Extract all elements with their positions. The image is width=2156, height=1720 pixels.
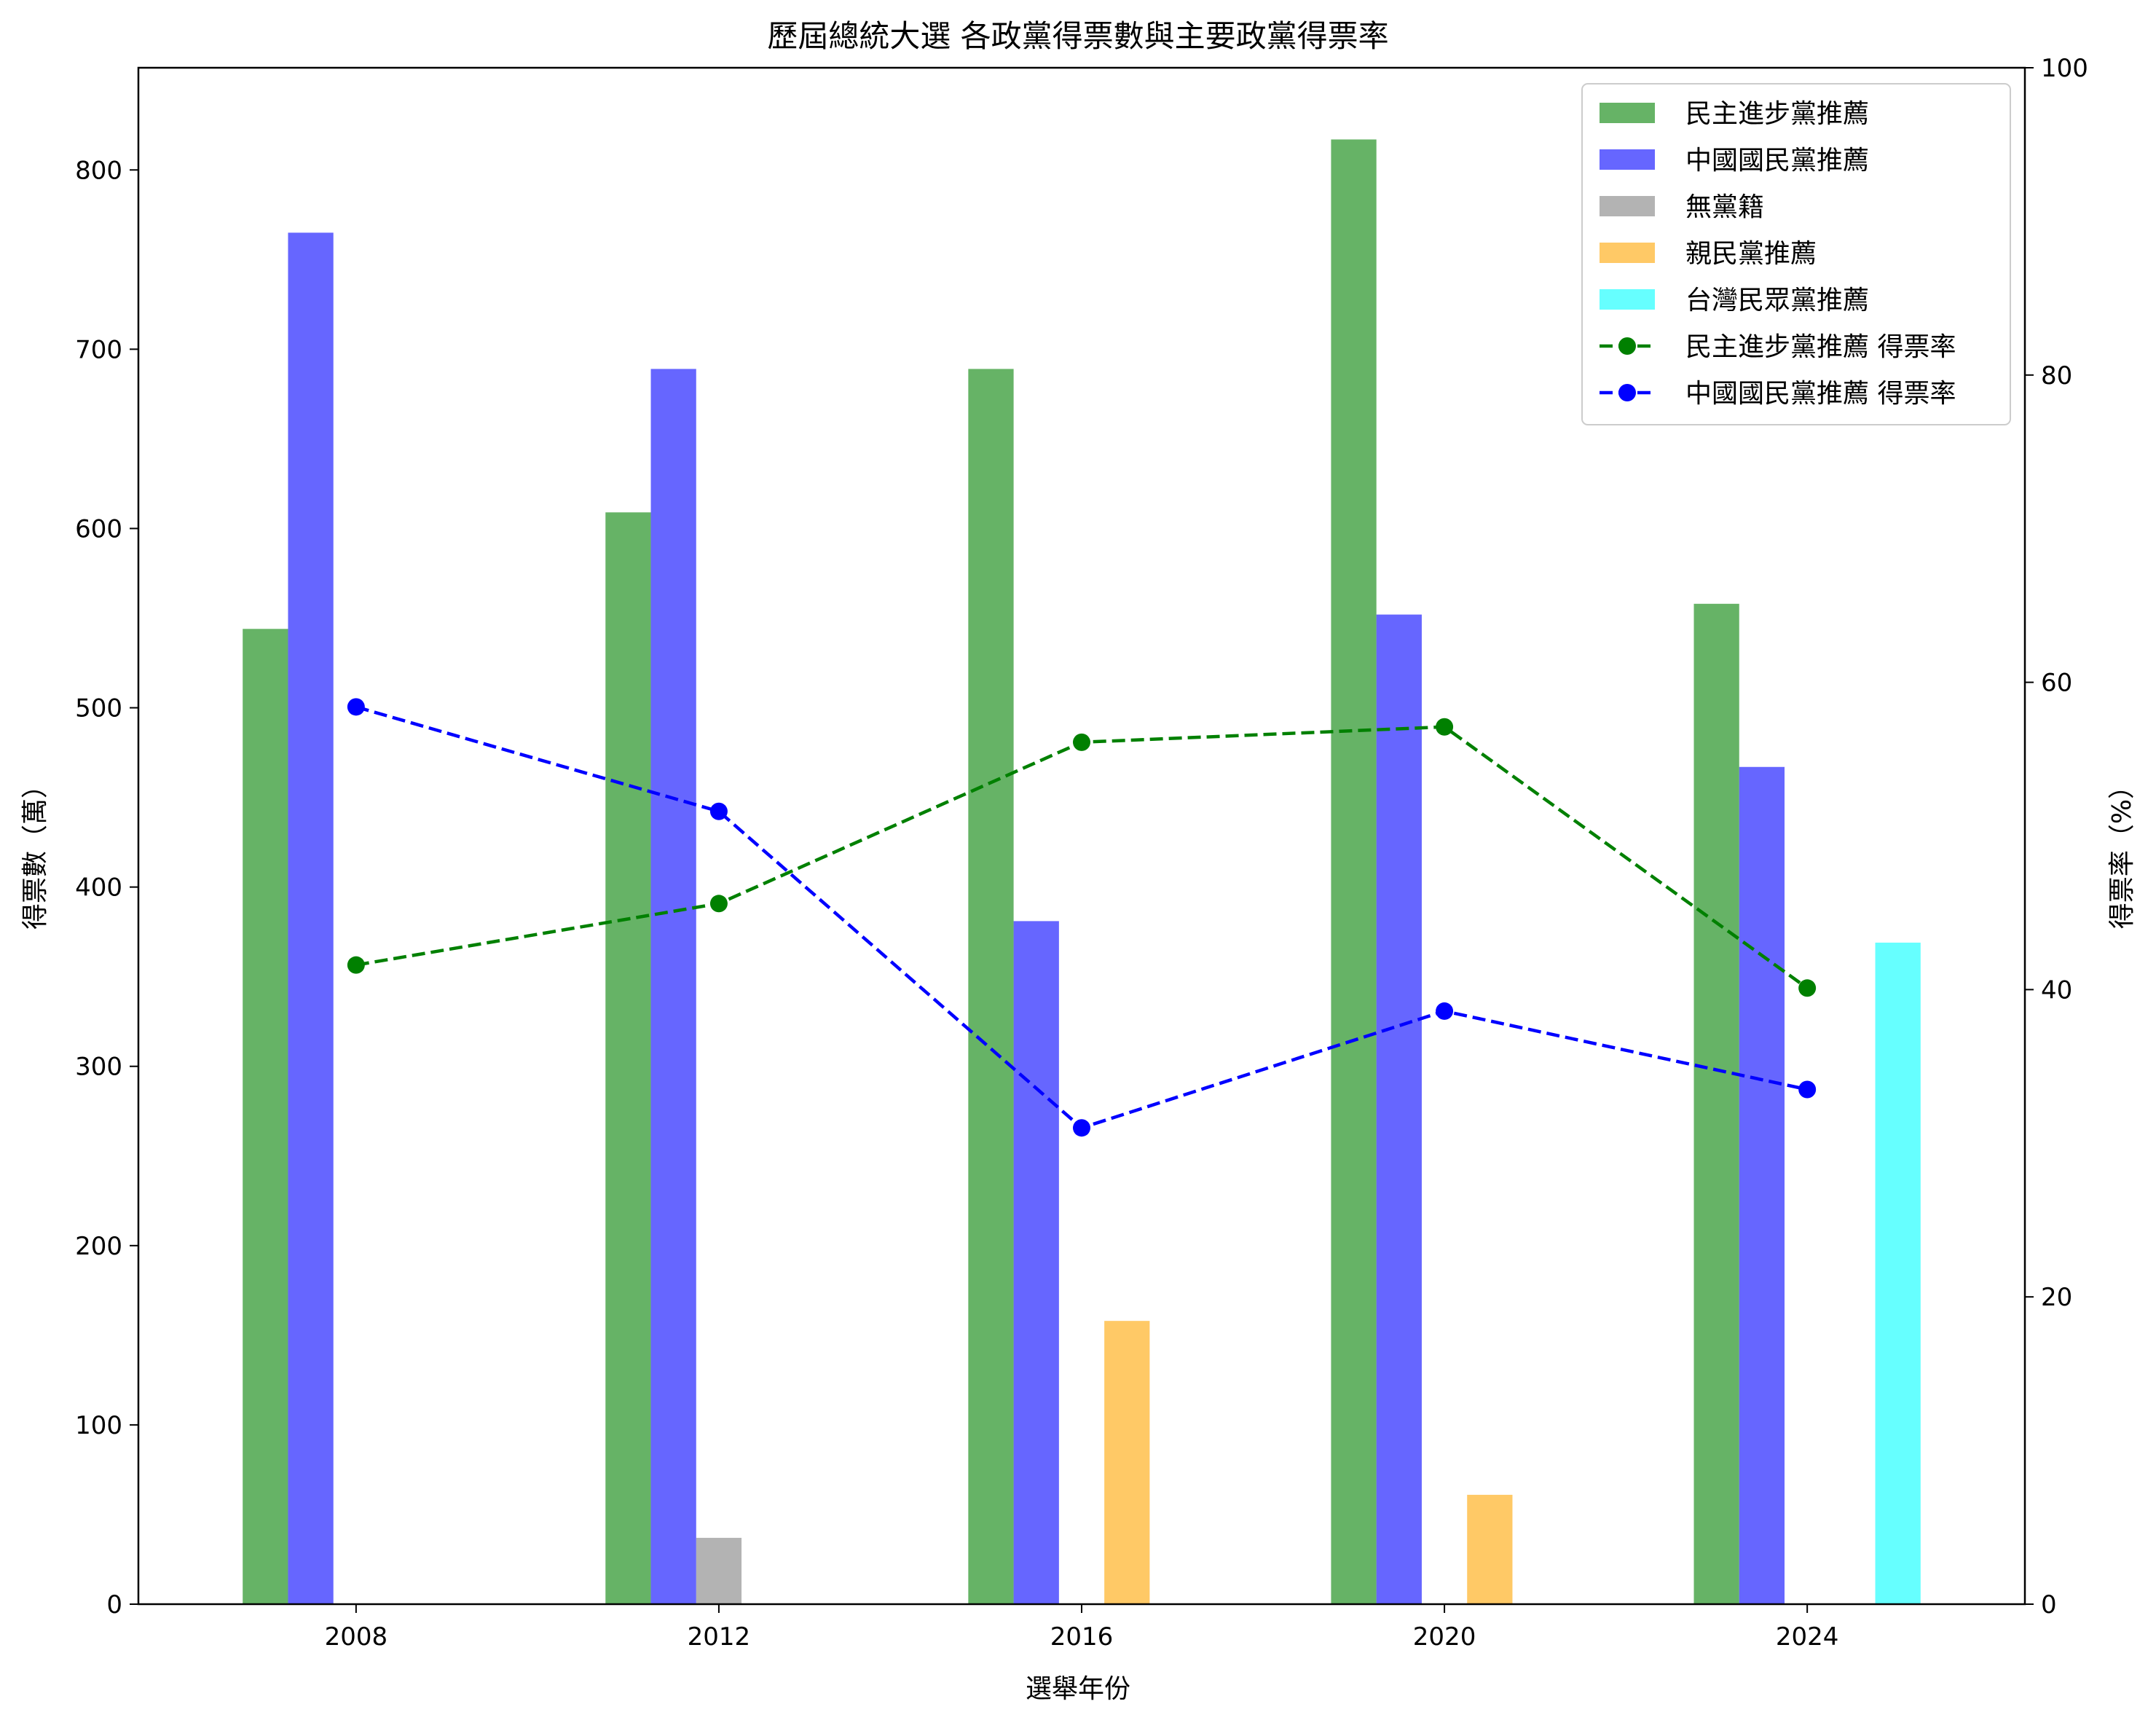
x-tick-label: 2020 (1413, 1622, 1476, 1652)
x-tick-label: 2024 (1776, 1622, 1839, 1652)
line-point-1-2020 (1436, 1002, 1454, 1020)
legend-item: 無黨籍 (1600, 192, 1764, 222)
bar-series-0-2016 (968, 369, 1014, 1605)
legend-item: 民主進步黨推薦 (1600, 99, 1869, 129)
y-axis-label-right: 得票率（%） (2107, 773, 2137, 929)
bar-series-0-2024 (1693, 603, 1739, 1604)
axes-layer: 0 100 200 300 400 500 600 700 800 0 20 40 60 80 100 200… (75, 54, 2088, 1652)
bar-series-1-2016 (1013, 921, 1059, 1604)
y-tick-label: 500 (75, 694, 122, 723)
line-point-0-2016 (1073, 733, 1090, 751)
legend-swatch (1600, 196, 1655, 216)
bar-series-4-2024 (1875, 942, 1921, 1604)
x-tick-label: 2016 (1050, 1622, 1114, 1652)
legend-swatch (1600, 289, 1655, 310)
line-point-0-2020 (1436, 718, 1454, 736)
line-point-1-2024 (1798, 1080, 1817, 1099)
legend-marker (1618, 384, 1636, 401)
legend-swatch (1600, 149, 1655, 170)
x-tick-label: 2012 (688, 1622, 751, 1652)
legend-label: 中國國民黨推薦 得票率 (1685, 379, 1956, 409)
y-right-tick-label: 0 (2041, 1590, 2057, 1619)
legend-label: 民主進步黨推薦 (1685, 99, 1869, 129)
bar-series-2-2012 (696, 1537, 742, 1604)
bar-series-1-2012 (650, 369, 696, 1605)
legend-item: 中國國民黨推薦 (1600, 146, 1869, 176)
legend-label: 無黨籍 (1685, 192, 1764, 222)
legend-label: 親民黨推薦 (1685, 239, 1817, 269)
legend-item: 民主進步黨推薦 得票率 (1600, 332, 1956, 362)
line-point-1-2016 (1073, 1119, 1090, 1137)
line-point-1-2012 (709, 802, 728, 820)
legend-marker (1618, 337, 1636, 355)
legend-box (1581, 83, 2011, 425)
legend-item: 台灣民眾黨推薦 (1600, 286, 1869, 315)
legend-item: 中國國民黨推薦 得票率 (1600, 379, 1956, 409)
x-tick-label: 2008 (325, 1622, 388, 1652)
y-tick-label: 0 (106, 1590, 122, 1619)
y-tick-label: 300 (75, 1053, 122, 1082)
y-right-tick-label: 100 (2041, 54, 2088, 83)
y-tick-label: 100 (75, 1411, 122, 1440)
bar-series-0-2020 (1331, 139, 1377, 1604)
legend-label: 民主進步黨推薦 得票率 (1685, 332, 1956, 362)
line-point-0-2024 (1798, 979, 1817, 997)
legend-label: 台灣民眾黨推薦 (1685, 286, 1869, 315)
line-point-0-2012 (709, 895, 728, 913)
y-tick-label: 200 (75, 1232, 122, 1261)
y-right-tick-label: 60 (2041, 669, 2072, 698)
bar-series-1-2024 (1739, 766, 1785, 1604)
line-series-1 (355, 705, 1808, 1130)
legend-label: 中國國民黨推薦 (1685, 146, 1869, 176)
y-tick-label: 800 (75, 156, 122, 185)
bar-series-1-2008 (288, 232, 334, 1604)
bars-layer (243, 139, 1921, 1605)
line-point-1-2008 (347, 698, 365, 716)
bar-series-3-2020 (1467, 1494, 1513, 1604)
y-tick-label: 700 (75, 335, 122, 364)
x-axis-label: 選舉年份 (1026, 1674, 1130, 1704)
bar-series-0-2008 (243, 629, 288, 1604)
y-right-tick-label: 20 (2041, 1283, 2072, 1312)
y-tick-label: 400 (75, 873, 122, 903)
y-right-tick-label: 40 (2041, 975, 2072, 1005)
bar-series-3-2016 (1104, 1321, 1150, 1604)
chart-title: 歷屆總統大選 各政黨得票數與主要政黨得票率 (767, 18, 1388, 54)
bar-series-0-2012 (605, 512, 651, 1605)
line-point-0-2008 (347, 956, 365, 974)
line-series-0 (355, 725, 1809, 990)
y-tick-label: 600 (75, 514, 122, 543)
lines-layer (347, 698, 1817, 1137)
legend-item: 親民黨推薦 (1600, 239, 1817, 269)
legend-swatch (1600, 243, 1655, 263)
legend-swatch (1600, 103, 1655, 123)
bar-series-1-2020 (1376, 614, 1422, 1604)
y-axis-label: 得票數（萬） (20, 772, 50, 930)
y-right-tick-label: 80 (2041, 361, 2072, 390)
